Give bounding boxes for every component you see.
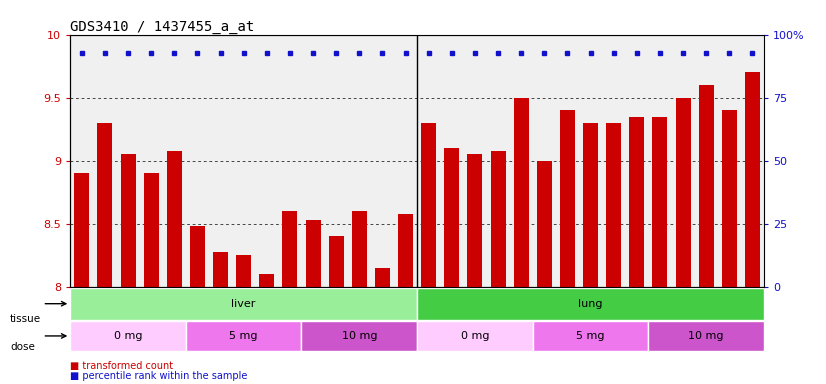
Text: ■ transformed count: ■ transformed count [70,361,173,371]
Text: 0 mg: 0 mg [114,331,142,341]
Bar [514,98,529,287]
Bar [722,110,737,287]
Bar [97,123,112,287]
Bar [301,321,417,351]
Bar [421,123,436,287]
Bar [306,220,320,287]
Text: 5 mg: 5 mg [230,331,258,341]
Bar [533,321,648,351]
Bar [417,288,764,320]
Text: dose: dose [10,342,35,352]
Bar [648,321,764,351]
Bar [444,148,459,287]
Bar [699,85,714,287]
Bar [352,211,367,287]
Bar [329,237,344,287]
Bar [417,321,533,351]
Bar [74,173,89,287]
Bar [70,288,417,320]
Bar [167,151,182,287]
Text: 5 mg: 5 mg [577,331,605,341]
Bar [676,98,691,287]
Bar [745,73,760,287]
Bar [213,252,228,287]
Bar [186,321,301,351]
Bar [236,255,251,287]
Bar [375,268,390,287]
Bar [398,214,413,287]
Bar [491,151,506,287]
Bar [629,117,644,287]
Text: lung: lung [578,299,603,309]
Bar [70,321,186,351]
Bar [144,173,159,287]
Bar [560,110,575,287]
Bar [282,211,297,287]
Bar [190,226,205,287]
Text: ■ percentile rank within the sample: ■ percentile rank within the sample [70,371,248,381]
Bar [653,117,667,287]
Text: 10 mg: 10 mg [689,331,724,341]
Bar [537,161,552,287]
Bar [606,123,621,287]
Bar [583,123,598,287]
Text: liver: liver [231,299,256,309]
Bar [468,154,482,287]
Text: tissue: tissue [10,314,41,324]
Text: GDS3410 / 1437455_a_at: GDS3410 / 1437455_a_at [70,20,254,33]
Text: 10 mg: 10 mg [342,331,377,341]
Bar [259,274,274,287]
Text: 0 mg: 0 mg [461,331,489,341]
Bar [121,154,135,287]
